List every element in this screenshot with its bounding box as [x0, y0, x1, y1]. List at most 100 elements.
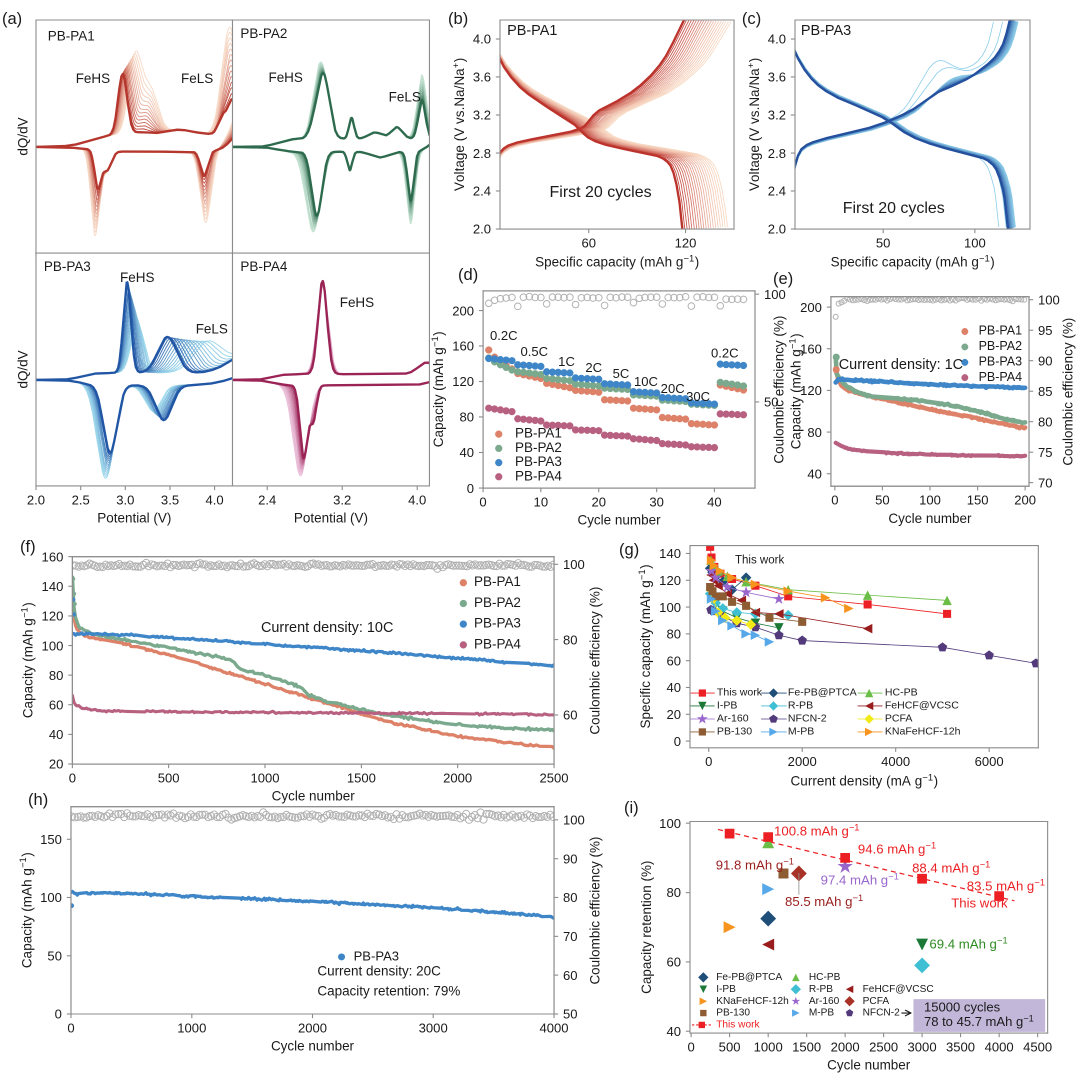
svg-text:NFCN-2: NFCN-2 — [863, 1008, 900, 1019]
svg-text:PB-PA2: PB-PA2 — [474, 595, 521, 610]
svg-text:FeHS: FeHS — [268, 70, 302, 85]
svg-text:FeHCF@VCSC: FeHCF@VCSC — [863, 984, 934, 995]
svg-text:I-PB: I-PB — [717, 700, 738, 712]
svg-text:PB-PA3: PB-PA3 — [44, 259, 91, 274]
svg-text:0.5C: 0.5C — [521, 344, 549, 359]
svg-text:2.0: 2.0 — [473, 222, 491, 237]
svg-text:3000: 3000 — [908, 1039, 937, 1054]
svg-text:4000: 4000 — [881, 754, 910, 769]
svg-text:5C: 5C — [613, 366, 630, 381]
svg-text:R-PB: R-PB — [788, 700, 813, 712]
svg-text:1500: 1500 — [792, 1039, 821, 1054]
svg-text:1000: 1000 — [250, 770, 279, 785]
svg-text:40: 40 — [460, 445, 475, 460]
svg-text:200: 200 — [452, 303, 474, 318]
svg-text:2.0: 2.0 — [768, 222, 786, 237]
svg-text:Potential (V): Potential (V) — [294, 510, 368, 525]
svg-text:PB-PA4: PB-PA4 — [474, 636, 521, 651]
svg-text:2000: 2000 — [443, 770, 472, 785]
svg-text:30C: 30C — [686, 389, 710, 404]
svg-text:PB-PA1: PB-PA1 — [515, 426, 562, 441]
svg-text:PB-PA2: PB-PA2 — [515, 440, 562, 455]
svg-text:0: 0 — [831, 493, 838, 508]
svg-text:9 4 . 6: 9 4 . 6 m A h g − 1 — [858, 828, 937, 858]
svg-text:4500: 4500 — [1023, 1039, 1052, 1054]
svg-text:2C: 2C — [585, 360, 602, 375]
svg-text:(g): (g) — [619, 540, 639, 559]
svg-text:2000: 2000 — [831, 1039, 860, 1054]
svg-text:(c): (c) — [742, 9, 761, 28]
svg-text:1000: 1000 — [177, 1020, 206, 1035]
svg-text:(e): (e) — [773, 269, 793, 288]
svg-text:3.2: 3.2 — [333, 492, 351, 507]
svg-text:0.2C: 0.2C — [711, 345, 739, 360]
svg-text:0: 0 — [674, 734, 681, 749]
svg-text:C a p a: C a p a c i t y ( m A h g ) − 1 — [6, 846, 36, 968]
svg-text:4.0: 4.0 — [408, 492, 426, 507]
svg-text:(b): (b) — [448, 9, 468, 28]
svg-text:This work: This work — [735, 554, 785, 566]
svg-text:M-PB: M-PB — [788, 726, 814, 738]
svg-text:2.8: 2.8 — [473, 146, 491, 161]
svg-text:0: 0 — [467, 481, 474, 496]
svg-text:0: 0 — [687, 1039, 694, 1054]
svg-text:500: 500 — [719, 1039, 741, 1054]
svg-text:FeHS: FeHS — [340, 295, 374, 310]
svg-text:Coulombic efficiency (%): Coulombic efficiency (%) — [587, 837, 602, 985]
svg-text:120: 120 — [42, 609, 64, 624]
svg-text:KNaFeHCF-12h: KNaFeHCF-12h — [716, 996, 789, 1007]
svg-text:200: 200 — [800, 300, 822, 315]
svg-text:140: 140 — [42, 579, 64, 594]
svg-text:1500: 1500 — [347, 770, 376, 785]
svg-text:FeLS: FeLS — [196, 321, 228, 336]
svg-text:20: 20 — [591, 494, 606, 509]
svg-text:FeLS: FeLS — [181, 71, 213, 86]
svg-text:PB-PA4: PB-PA4 — [979, 370, 1023, 384]
svg-text:60: 60 — [581, 235, 596, 250]
svg-text:4.0: 4.0 — [473, 32, 491, 47]
svg-text:8 5 . 5: 8 5 . 5 m A h g − 1 — [785, 881, 864, 911]
svg-text:Current density: 20C: Current density: 20C — [317, 964, 441, 979]
svg-text:20C: 20C — [661, 381, 685, 396]
svg-text:Coulombic efficiency (%): Coulombic efficiency (%) — [587, 587, 602, 735]
svg-text:40: 40 — [666, 1024, 681, 1039]
svg-text:C a p a c: C a p a c i t y ( m A h g ) − 1 — [776, 327, 806, 449]
svg-text:10: 10 — [534, 494, 549, 509]
svg-text:(d): (d) — [458, 265, 478, 284]
svg-text:100: 100 — [659, 600, 681, 615]
svg-text:40: 40 — [807, 466, 822, 481]
svg-text:PB-130: PB-130 — [717, 726, 752, 738]
svg-text:0: 0 — [69, 770, 76, 785]
svg-text:0: 0 — [705, 754, 712, 769]
svg-text:3.6: 3.6 — [768, 70, 786, 85]
svg-text:Coulombic efficiency (%): Coulombic efficiency (%) — [1060, 318, 1075, 466]
svg-text:First 20 cycles: First 20 cycles — [550, 184, 652, 201]
svg-text:8 8 . 4: 8 8 . 4 m A h g − 1 — [912, 847, 991, 877]
svg-text:1 0 0 .: 1 0 0 . 8 m A h g − 1 — [774, 810, 861, 840]
svg-text:100: 100 — [563, 557, 585, 572]
svg-text:PB-PA2: PB-PA2 — [240, 26, 287, 41]
svg-text:40: 40 — [49, 727, 64, 742]
svg-text:120: 120 — [800, 383, 822, 398]
svg-text:Current density: 1C: Current density: 1C — [839, 357, 963, 373]
svg-text:PB-PA1: PB-PA1 — [48, 28, 95, 43]
svg-text:60: 60 — [666, 955, 681, 970]
svg-text:50: 50 — [876, 235, 891, 250]
svg-text:dQ/dV: dQ/dV — [16, 350, 31, 388]
svg-text:100: 100 — [964, 235, 986, 250]
svg-text:60: 60 — [49, 697, 64, 712]
svg-text:PB-PA3: PB-PA3 — [979, 355, 1023, 369]
svg-text:First 20 cycles: First 20 cycles — [843, 200, 945, 217]
svg-text:Fe-PB@PTCA: Fe-PB@PTCA — [716, 972, 782, 983]
svg-text:0: 0 — [479, 494, 486, 509]
svg-text:PB-PA1: PB-PA1 — [507, 23, 557, 39]
svg-text:S p e c: S p e c i f i c c a p a c i t y ( m A h — [535, 242, 705, 272]
svg-text:PB-PA2: PB-PA2 — [979, 339, 1023, 353]
svg-text:80: 80 — [460, 410, 475, 425]
svg-text:80: 80 — [807, 425, 822, 440]
svg-text:(i): (i) — [624, 798, 639, 817]
svg-text:0.2C: 0.2C — [490, 328, 518, 343]
svg-text:FeHS: FeHS — [76, 71, 110, 86]
svg-text:Cycle number: Cycle number — [271, 1038, 355, 1053]
svg-text:PB-PA1: PB-PA1 — [979, 324, 1023, 338]
